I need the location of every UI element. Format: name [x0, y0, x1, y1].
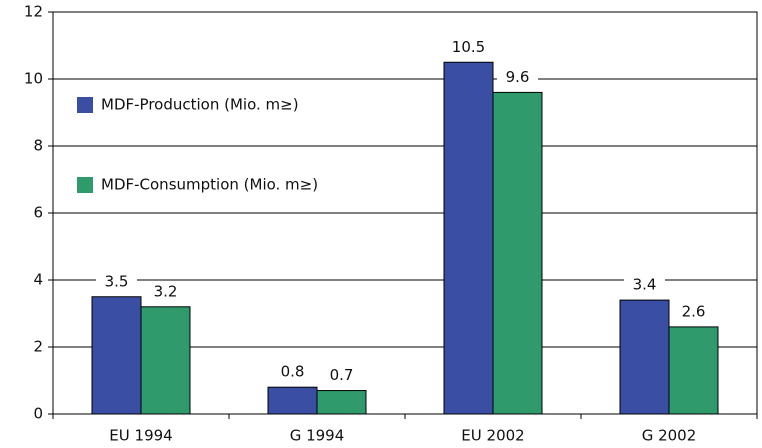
value-label-bg — [448, 38, 489, 57]
y-tick-label: 12 — [24, 3, 43, 21]
legend-label: MDF-Production (Mio. m≥) — [101, 96, 299, 114]
x-tick-label: EU 1994 — [109, 427, 172, 445]
value-label: 3.5 — [105, 272, 129, 290]
value-label: 3.2 — [154, 282, 178, 300]
value-label-bg — [321, 366, 362, 385]
x-tick-label: EU 2002 — [461, 427, 524, 445]
x-tick-label: G 2002 — [642, 427, 697, 445]
legend-swatch — [77, 97, 93, 113]
legend-label: MDF-Consumption (Mio. m≥) — [101, 176, 318, 194]
bar — [91, 296, 142, 415]
y-tick-label: 10 — [24, 70, 43, 88]
bar — [267, 386, 318, 415]
value-label-bg — [272, 363, 313, 382]
legend-swatch — [77, 177, 93, 193]
y-tick-label: 2 — [33, 338, 43, 356]
x-tick-label: G 1994 — [290, 427, 345, 445]
value-label-bg — [497, 68, 538, 87]
bar — [492, 91, 543, 415]
y-tick-label: 6 — [33, 204, 43, 222]
bar — [443, 61, 494, 415]
value-label: 10.5 — [452, 38, 485, 56]
value-label: 3.4 — [633, 276, 657, 294]
bar — [316, 390, 367, 415]
bar — [140, 306, 191, 415]
y-tick-label: 0 — [33, 405, 43, 423]
value-label: 0.7 — [330, 366, 354, 384]
y-tick-label: 8 — [33, 137, 43, 155]
value-label: 0.8 — [281, 363, 305, 381]
bar — [668, 326, 719, 415]
bar — [619, 299, 670, 415]
y-tick-label: 4 — [33, 271, 43, 289]
value-label-bg — [624, 276, 665, 295]
value-label-bg — [96, 272, 137, 291]
value-label-bg — [145, 282, 186, 301]
value-label-bg — [673, 302, 714, 321]
value-label: 9.6 — [506, 68, 530, 86]
value-label: 2.6 — [682, 302, 706, 320]
